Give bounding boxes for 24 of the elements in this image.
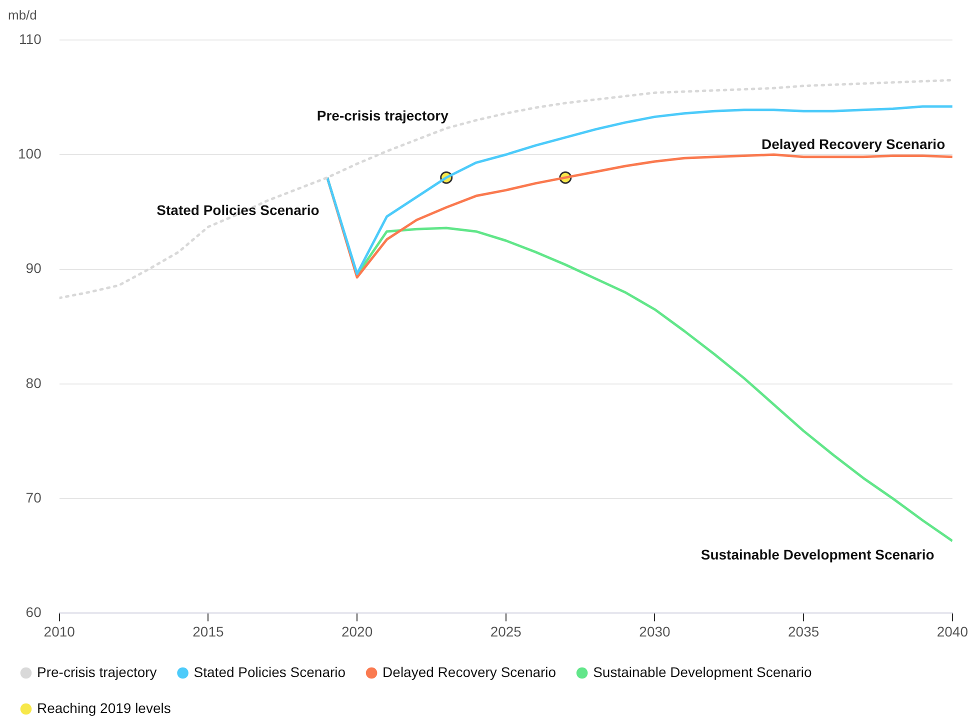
x-tick-label: 2010 bbox=[44, 623, 76, 640]
annotation: Stated Policies Scenario bbox=[156, 202, 320, 218]
legend-label: Reaching 2019 levels bbox=[37, 700, 171, 716]
y-tick-label: 100 bbox=[18, 146, 42, 162]
y-tick-label: 60 bbox=[26, 604, 42, 620]
annotation: Pre-crisis trajectory bbox=[316, 108, 449, 124]
x-tick-label: 2015 bbox=[192, 623, 224, 640]
annotation: Delayed Recovery Scenario bbox=[761, 136, 946, 152]
x-tick-label: 2040 bbox=[936, 623, 968, 640]
legend-label: Pre-crisis trajectory bbox=[37, 664, 157, 680]
x-tick-label: 2030 bbox=[639, 623, 671, 640]
y-axis-title: mb/d bbox=[8, 8, 37, 23]
y-tick-label: 80 bbox=[26, 374, 42, 391]
x-tick-label: 2020 bbox=[341, 623, 373, 640]
y-tick-label: 70 bbox=[26, 489, 42, 506]
y-tick-label: 110 bbox=[19, 30, 42, 47]
line-series bbox=[59, 78, 952, 300]
legend-label: Delayed Recovery Scenario bbox=[382, 664, 556, 680]
y-tick-label: 90 bbox=[26, 260, 42, 276]
x-tick-label: 2035 bbox=[788, 623, 820, 640]
annotation: Sustainable Development Scenario bbox=[700, 546, 934, 563]
legend-label: Stated Policies Scenario bbox=[194, 664, 346, 680]
legend-label: Sustainable Development Scenario bbox=[593, 664, 812, 680]
x-tick-label: 2025 bbox=[490, 623, 522, 640]
